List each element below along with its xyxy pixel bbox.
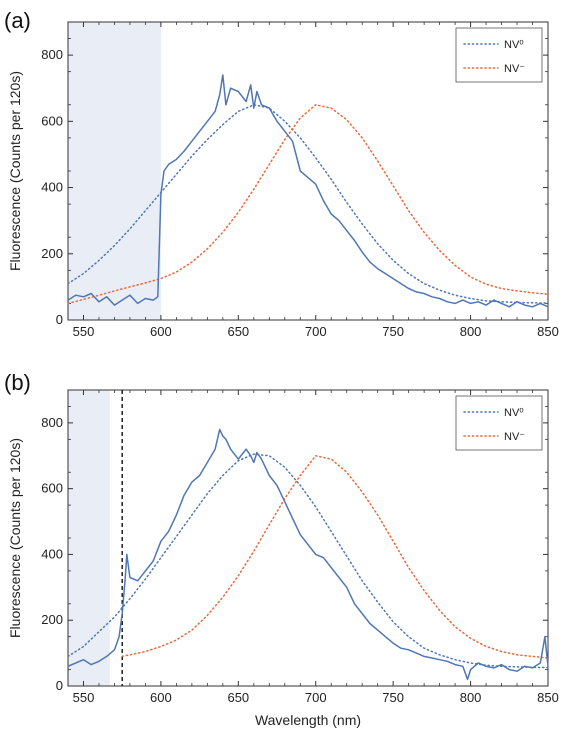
y-tick-label: 200: [41, 246, 63, 261]
panel-a: 550 600 650 700 750 800 850 0 200 400 600 800 NV⁰ NV⁻…: [4, 8, 559, 339]
y-tick-label: 800: [41, 415, 63, 430]
series-nv0: [67, 104, 549, 304]
y-tick-label: 400: [41, 546, 63, 561]
x-tick-label: 650: [227, 690, 249, 705]
legend-entry: NV⁰: [504, 39, 524, 51]
legend-entry: NV⁻: [504, 63, 525, 75]
series-nv0: [67, 453, 549, 669]
x-tick-label: 800: [460, 324, 482, 339]
legend-box: [455, 27, 543, 83]
y-tick-label: 0: [56, 678, 63, 693]
x-tick-label: 700: [305, 324, 327, 339]
panel-b: 550 600 650 700 750 800 850 0 200 400 600 800 NV⁰ NV⁻…: [4, 370, 559, 728]
y-tick-label: 0: [56, 312, 63, 327]
x-tick-label: 850: [537, 324, 559, 339]
y-tick-label: 400: [41, 180, 63, 195]
panel-label: (a): [4, 8, 31, 33]
y-tick-label: 200: [41, 612, 63, 627]
series-measured: [67, 428, 549, 681]
y-tick-label: 600: [41, 481, 63, 496]
y-axis-title: Fluorescence (Counts per 120s): [7, 438, 23, 638]
x-tick-label: 550: [73, 690, 95, 705]
x-tick-label: 600: [150, 324, 172, 339]
x-axis-title: Wavelength (nm): [255, 712, 361, 728]
y-axis-title: Fluorescence (Counts per 120s): [7, 71, 23, 271]
x-tick-label: 750: [382, 324, 404, 339]
series-nv-minus: [121, 455, 549, 659]
y-tick-label: 600: [41, 113, 63, 128]
x-tick-label: 600: [150, 690, 172, 705]
x-tick-label: 850: [537, 690, 559, 705]
shaded-region: [68, 22, 161, 320]
shaded-region: [68, 390, 110, 686]
y-tick-label: 800: [41, 47, 63, 62]
legend-entry: NV⁻: [504, 431, 525, 443]
x-tick-label: 700: [305, 690, 327, 705]
panel-label: (b): [4, 370, 31, 395]
x-tick-label: 800: [460, 690, 482, 705]
legend-entry: NV⁰: [504, 407, 524, 419]
series-measured: [67, 74, 549, 308]
x-tick-label: 650: [227, 324, 249, 339]
series-nv-minus: [67, 104, 549, 305]
x-tick-label: 550: [73, 324, 95, 339]
legend-box: [455, 395, 543, 451]
x-tick-label: 750: [382, 690, 404, 705]
